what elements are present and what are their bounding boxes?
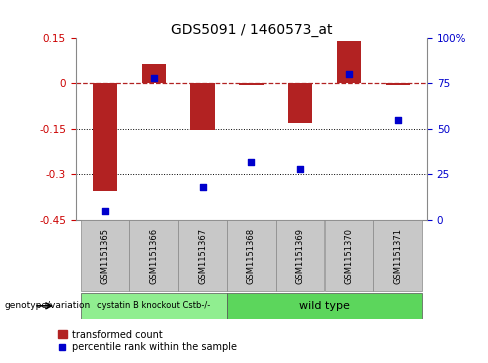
Point — [394, 117, 402, 123]
Text: wild type: wild type — [299, 301, 350, 311]
Point — [247, 159, 255, 164]
Bar — [81, 293, 227, 319]
Bar — [142, 64, 166, 83]
Bar — [373, 220, 422, 291]
Bar — [337, 41, 361, 83]
Point — [150, 75, 158, 81]
Bar — [81, 220, 129, 291]
Bar — [178, 220, 227, 291]
Point — [199, 184, 206, 190]
Text: GSM1151369: GSM1151369 — [296, 228, 305, 284]
Text: GSM1151365: GSM1151365 — [101, 228, 109, 284]
Bar — [239, 83, 264, 85]
Point — [296, 166, 304, 172]
Text: genotype/variation: genotype/variation — [5, 301, 91, 310]
Text: cystatin B knockout Cstb-/-: cystatin B knockout Cstb-/- — [97, 301, 210, 310]
Bar — [325, 220, 373, 291]
Title: GDS5091 / 1460573_at: GDS5091 / 1460573_at — [171, 23, 332, 37]
Bar — [276, 220, 325, 291]
Bar — [227, 220, 276, 291]
Point — [345, 72, 353, 77]
Text: GSM1151370: GSM1151370 — [345, 228, 353, 284]
Legend: transformed count, percentile rank within the sample: transformed count, percentile rank withi… — [54, 326, 241, 356]
Bar — [93, 83, 117, 191]
Text: GSM1151368: GSM1151368 — [247, 228, 256, 284]
Bar — [190, 83, 215, 130]
Bar — [386, 83, 410, 85]
Text: GSM1151371: GSM1151371 — [393, 228, 402, 284]
Bar — [129, 220, 178, 291]
Text: GSM1151366: GSM1151366 — [149, 228, 158, 284]
Point — [101, 208, 109, 213]
Text: GSM1151367: GSM1151367 — [198, 228, 207, 284]
Bar — [227, 293, 422, 319]
Bar — [288, 83, 312, 123]
